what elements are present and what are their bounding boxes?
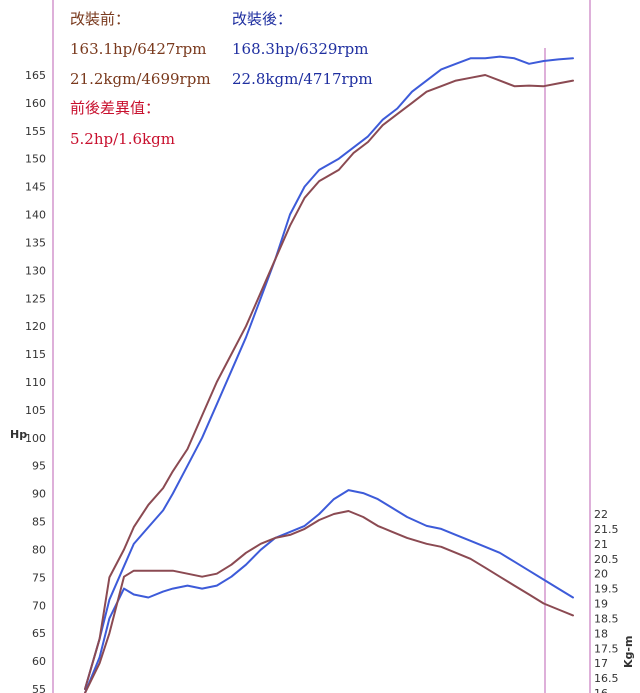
before-title: 改裝前： — [70, 10, 131, 28]
hp-tick-label: 135 — [25, 236, 46, 249]
hp-tick-label: 65 — [32, 627, 46, 640]
before-hp-value: 163.1hp/6427rpm — [70, 40, 207, 58]
marker-lines — [52, 0, 591, 693]
hp-tick-label: 105 — [25, 404, 46, 417]
torque-before-line — [84, 510, 574, 693]
torque-tick-label: 18 — [594, 627, 608, 640]
hp-tick-labels: 165 160 155 150 145 140 135 130 125 120 115 110 105 1… — [25, 69, 46, 693]
torque-tick-label: 17.5 — [594, 642, 619, 655]
hp-tick-label: 60 — [32, 655, 46, 668]
hp-tick-label: 115 — [25, 348, 46, 361]
hp-tick-label: 75 — [32, 571, 46, 584]
hp-axis-label: Hp — [10, 428, 27, 441]
torque-tick-label: 18.5 — [594, 612, 619, 625]
hp-tick-label: 160 — [25, 97, 46, 110]
torque-tick-label: 21 — [594, 538, 608, 551]
hp-tick-label: 100 — [25, 432, 46, 445]
hp-tick-label: 140 — [25, 209, 46, 222]
after-title: 改裝後： — [232, 10, 293, 28]
torque-tick-label: 16 — [594, 687, 608, 693]
after-torque-value: 22.8kgm/4717rpm — [232, 70, 373, 88]
hp-after-line — [84, 55, 574, 690]
hp-tick-label: 125 — [25, 292, 46, 305]
hp-tick-label: 70 — [32, 599, 46, 612]
hp-tick-label: 80 — [32, 543, 46, 556]
difference-value: 5.2hp/1.6kgm — [70, 130, 175, 148]
torque-after-line — [84, 489, 574, 693]
hp-tick-label: 145 — [25, 181, 46, 194]
hp-tick-label: 150 — [25, 153, 46, 166]
hp-tick-label: 155 — [25, 125, 46, 138]
hp-tick-label: 130 — [25, 264, 46, 277]
before-torque-value: 21.2kgm/4699rpm — [70, 70, 211, 88]
torque-tick-label: 16.5 — [594, 672, 619, 685]
difference-title: 前後差異值： — [70, 99, 161, 117]
torque-tick-label: 20 — [594, 568, 608, 581]
torque-tick-label: 17 — [594, 657, 608, 670]
torque-axis-label: Kg-m — [622, 636, 635, 668]
after-hp-value: 168.3hp/6329rpm — [232, 40, 369, 58]
series-lines — [84, 55, 574, 693]
hp-tick-label: 165 — [25, 69, 46, 82]
hp-tick-label: 120 — [25, 320, 46, 333]
torque-tick-label: 19 — [594, 598, 608, 611]
hp-tick-label: 55 — [32, 683, 46, 693]
torque-tick-label: 20.5 — [594, 553, 619, 566]
hp-tick-label: 90 — [32, 488, 46, 501]
hp-tick-label: 85 — [32, 516, 46, 529]
hp-before-line — [84, 74, 574, 690]
hp-tick-label: 95 — [32, 460, 46, 473]
torque-tick-label: 22 — [594, 508, 608, 521]
torque-tick-label: 19.5 — [594, 583, 619, 596]
hp-tick-label: 110 — [25, 376, 46, 389]
torque-tick-label: 21.5 — [594, 523, 619, 536]
